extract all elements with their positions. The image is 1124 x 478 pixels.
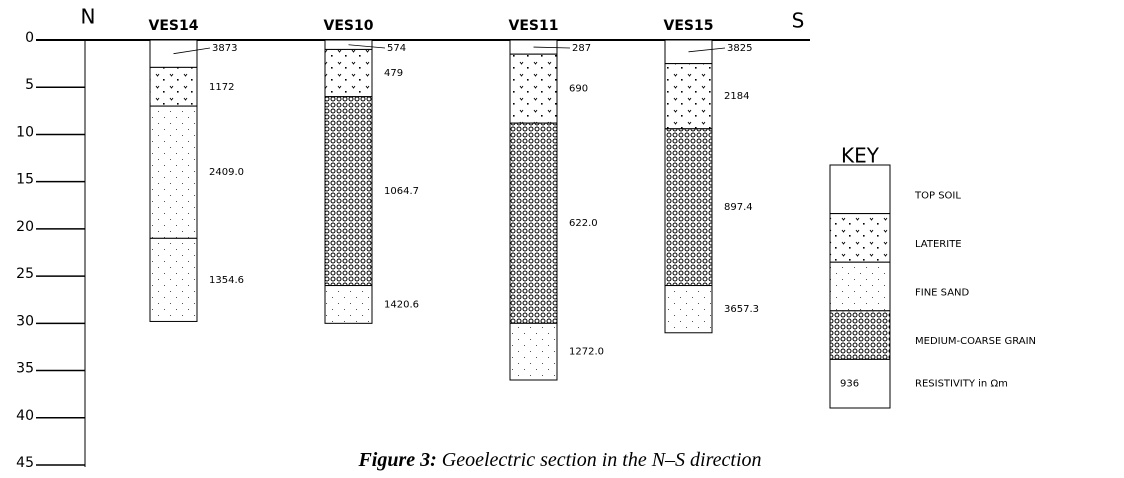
resistivity-label: 3825 <box>727 43 752 54</box>
resistivity-label: 1272.0 <box>569 347 604 358</box>
tick-label: 15 <box>16 172 34 188</box>
leader-line <box>688 47 726 53</box>
tick-label: 30 <box>16 313 34 329</box>
south-label: S <box>792 9 805 33</box>
caption: Figure 3: Geoelectric section in the N–S… <box>357 449 761 471</box>
leader-line <box>533 46 571 49</box>
layer <box>664 128 713 287</box>
resistivity-label: 1172 <box>209 82 234 93</box>
leader-line <box>173 47 211 55</box>
key-title: KEY <box>841 144 880 168</box>
layer <box>509 322 558 381</box>
key-label: FINE SAND <box>915 288 970 299</box>
key-swatch <box>829 261 891 312</box>
tick-label: 40 <box>16 408 34 424</box>
resistivity-label: 1420.6 <box>384 299 419 310</box>
caption-label: Figure 3: <box>357 449 436 471</box>
key-swatch <box>829 164 891 215</box>
tick-label: 0 <box>25 30 34 46</box>
layer <box>324 48 373 98</box>
layer <box>664 63 713 130</box>
resistivity-label: 287 <box>572 43 591 54</box>
layer <box>324 96 373 287</box>
borehole-name: VES10 <box>324 18 374 34</box>
key-swatch <box>829 310 891 360</box>
borehole-name: VES14 <box>149 18 199 34</box>
resistivity-label: 3657.3 <box>724 304 759 315</box>
key-label: MEDIUM-COARSE GRAIN <box>915 336 1036 347</box>
tick-label: 10 <box>16 124 34 140</box>
tick-label: 35 <box>16 361 34 377</box>
resistivity-label: 897.4 <box>724 202 753 213</box>
north-label: N <box>81 5 96 29</box>
borehole-name: VES11 <box>509 18 559 34</box>
resistivity-label: 1354.6 <box>209 275 244 286</box>
resistivity-label: 2184 <box>724 91 749 102</box>
resistivity-label: 622.0 <box>569 218 598 229</box>
resistivity-label: 1064.7 <box>384 186 419 197</box>
key-swatch <box>829 358 891 409</box>
key-label: LATERITE <box>915 239 962 250</box>
resistivity-label: 479 <box>384 68 403 79</box>
resistivity-label: 2409.0 <box>209 167 244 178</box>
resistivity-label: 690 <box>569 84 588 95</box>
layer <box>149 105 198 239</box>
caption-text: Geoelectric section in the N–S direction <box>437 449 762 471</box>
key-swatch <box>829 213 891 263</box>
resistivity-label: 574 <box>387 43 406 54</box>
key-label: TOP SOIL <box>914 190 961 201</box>
layer <box>509 122 558 324</box>
tick-label: 5 <box>25 77 34 93</box>
tick-label: 20 <box>16 219 34 235</box>
resistivity-label: 3873 <box>212 43 237 54</box>
layer <box>149 237 198 322</box>
leader-line <box>348 44 386 49</box>
tick-label: 45 <box>16 455 34 471</box>
layer <box>509 53 558 124</box>
key-sample: 936 <box>840 379 859 390</box>
borehole-name: VES15 <box>664 18 714 34</box>
tick-label: 25 <box>16 266 34 282</box>
key-label: RESISTIVITY in Ωm <box>915 379 1008 390</box>
layer <box>149 66 198 107</box>
layer <box>324 285 373 324</box>
layer <box>664 285 713 334</box>
